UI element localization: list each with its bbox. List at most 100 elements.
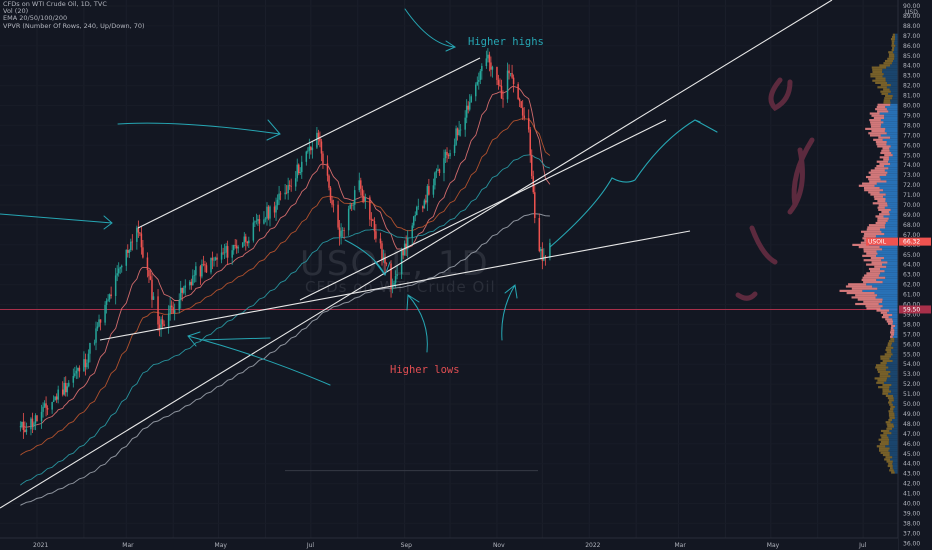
vp-down-bar	[863, 235, 876, 238]
candle	[231, 244, 233, 265]
vp-down-bar	[886, 427, 893, 430]
vp-up-bar	[883, 215, 898, 218]
price-tick-label: 55.00	[903, 351, 920, 358]
vp-up-bar	[887, 81, 898, 85]
vp-up-bar	[892, 456, 898, 459]
candle	[311, 141, 314, 159]
candle	[243, 232, 246, 247]
vp-up-bar	[890, 101, 898, 104]
candle-body	[422, 206, 424, 209]
price-tick-label: 72.00	[903, 182, 920, 189]
candle-body	[231, 250, 233, 258]
ema-100-line	[20, 154, 551, 486]
candle-body	[405, 243, 407, 249]
candle-body	[93, 342, 96, 344]
vp-down-bar	[880, 434, 887, 437]
vp-up-bar	[885, 221, 898, 225]
vp-down-bar	[877, 379, 887, 382]
candle-body	[490, 62, 492, 70]
candle	[411, 222, 413, 246]
vp-up-bar	[889, 429, 898, 433]
candle	[426, 184, 429, 211]
vp-up-bar	[893, 326, 898, 330]
vp-down-bar	[890, 405, 895, 408]
time-axis[interactable]: 2021 Mar May Jul Sep Nov 2022 Mar May Jul	[0, 537, 898, 550]
vp-up-bar	[894, 412, 898, 415]
price-tick-label: 45.00	[903, 451, 920, 458]
vp-up-bar	[892, 97, 898, 100]
vp-down-bar	[879, 156, 889, 159]
vp-down-bar	[877, 370, 891, 373]
candle	[252, 217, 255, 243]
candle-body	[190, 281, 193, 286]
vp-up-bar	[886, 180, 898, 183]
vp-up-bar	[894, 46, 898, 49]
candle	[276, 194, 279, 210]
vp-down-bar	[882, 392, 889, 395]
price-tick-label: 74.00	[903, 162, 920, 169]
vp-down-bar	[879, 372, 889, 376]
price-tick-label: 48.00	[903, 421, 920, 428]
candle-body	[509, 73, 512, 74]
candle	[338, 219, 341, 246]
candle-body	[496, 66, 498, 80]
candle-body	[195, 266, 197, 276]
time-tick-label: Mar	[675, 542, 687, 549]
vp-up-bar	[890, 136, 898, 139]
candle-body	[152, 296, 155, 300]
legend-vpvr[interactable]: VPVR (Number Of Rows, 240, Up/Down, 70)	[3, 21, 145, 30]
price-tick-label: 67.00	[903, 232, 920, 239]
candle-body	[465, 105, 468, 118]
vp-down-bar	[879, 64, 891, 67]
candle-body	[46, 408, 49, 410]
candle-body	[502, 98, 504, 100]
candle	[84, 353, 87, 376]
ema-lines	[20, 86, 551, 506]
candle-body	[223, 252, 226, 254]
candle	[66, 382, 69, 397]
candle-body	[532, 176, 535, 193]
candle-body	[307, 150, 309, 152]
candle	[31, 412, 34, 433]
legend-ema[interactable]: EMA 20/50/100/200	[3, 14, 68, 23]
candle	[183, 285, 185, 295]
candle-body	[222, 252, 224, 254]
candle-body	[22, 421, 25, 431]
candle-body	[169, 305, 171, 314]
candle-body	[43, 403, 46, 407]
vp-down-bar	[870, 73, 884, 76]
vp-down-bar	[875, 81, 888, 85]
candle	[543, 248, 545, 262]
candle-body	[326, 163, 329, 176]
vp-down-bar	[870, 121, 884, 124]
candle	[326, 155, 329, 182]
candle-body	[201, 264, 203, 277]
vp-down-bar	[892, 33, 895, 36]
vp-down-bar	[890, 38, 895, 41]
vp-down-bar	[890, 335, 893, 338]
vp-down-bar	[881, 92, 889, 95]
vp-up-bar	[885, 79, 898, 82]
candle	[178, 293, 180, 314]
price-tick-label: 82.00	[903, 83, 920, 90]
vp-down-bar	[868, 132, 887, 135]
candle	[163, 320, 165, 327]
candle-body	[456, 128, 459, 136]
drawings[interactable]	[0, 0, 833, 509]
vp-up-bar	[892, 467, 898, 470]
vp-down-bar	[852, 243, 869, 246]
candle-body	[337, 204, 339, 228]
vp-up-bar	[882, 70, 898, 74]
legend-volume[interactable]: Vol (20)	[3, 7, 29, 16]
candle-body	[216, 257, 218, 260]
candle-body	[263, 219, 265, 224]
candle-body	[42, 406, 44, 412]
candle	[488, 51, 491, 72]
last-symbol-tag: USOIL	[866, 237, 898, 246]
legend-symbol[interactable]: CFDs on WTI Crude Oil, 1D, TVC	[3, 0, 107, 8]
candle	[64, 376, 67, 397]
candle-body	[87, 353, 90, 363]
candle	[161, 315, 164, 330]
